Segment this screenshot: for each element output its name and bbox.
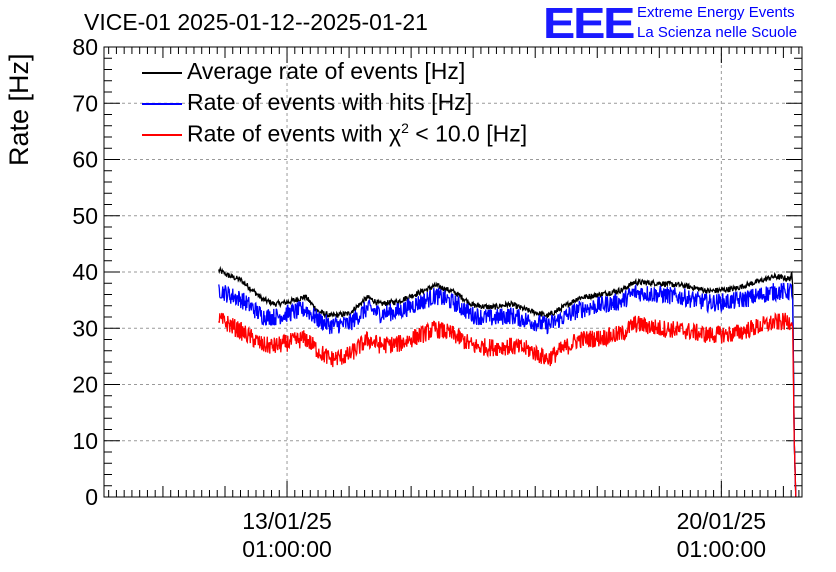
y-tick-label: 30 bbox=[72, 315, 98, 341]
legend-swatch-chi2 bbox=[142, 134, 182, 136]
x-tick-label-date: 13/01/25 bbox=[242, 508, 332, 534]
y-axis-label: Rate [Hz] bbox=[4, 53, 34, 166]
y-tick-label: 80 bbox=[72, 34, 98, 60]
x-tick-label-date: 20/01/25 bbox=[677, 508, 767, 534]
series-line-chi2 bbox=[218, 311, 797, 498]
legend-label-chi2: Rate of events with χ2 < 10.0 [Hz] bbox=[187, 120, 528, 147]
x-tick-label-time: 01:00:00 bbox=[242, 536, 332, 562]
y-tick-label: 20 bbox=[72, 372, 98, 398]
series-line-hits bbox=[218, 282, 797, 498]
series-line-average bbox=[218, 265, 797, 498]
eee-logo: EEE bbox=[543, 0, 635, 48]
logo-subtitle-line1: Extreme Energy Events bbox=[637, 4, 795, 21]
y-tick-label: 70 bbox=[72, 90, 98, 116]
plot-frame bbox=[103, 46, 803, 498]
legend-label-hits: Rate of events with hits [Hz] bbox=[187, 89, 473, 115]
logo-subtitle-line2: La Scienza nelle Scuole bbox=[637, 24, 798, 41]
legend-swatch-hits bbox=[142, 103, 182, 105]
y-tick-label: 50 bbox=[72, 203, 98, 229]
y-tick-label: 40 bbox=[72, 259, 98, 285]
y-tick-label: 10 bbox=[72, 428, 98, 454]
chart-title: VICE-01 2025-01-12--2025-01-21 bbox=[84, 9, 428, 35]
y-tick-label: 60 bbox=[72, 147, 98, 173]
y-tick-label: 0 bbox=[85, 484, 98, 510]
x-tick-label-time: 01:00:00 bbox=[677, 536, 767, 562]
legend-swatch-average bbox=[142, 72, 182, 74]
legend-label-average: Average rate of events [Hz] bbox=[187, 58, 466, 84]
